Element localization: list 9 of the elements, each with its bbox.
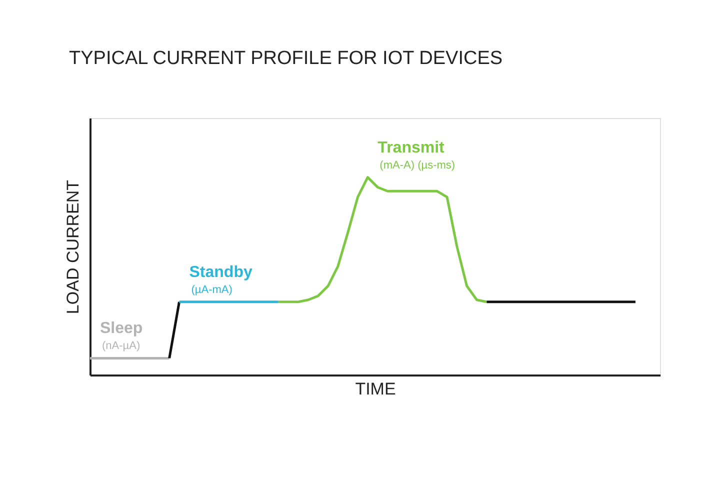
series-label: Standby (189, 264, 252, 281)
annotation: (µA-mA) (191, 284, 232, 296)
x-axis-title: TIME (355, 380, 396, 398)
text: (mA-A) (µs-ms) (380, 159, 456, 172)
annotation: (nA-µA) (102, 340, 140, 352)
series-label: Sleep (100, 320, 143, 338)
y-axis-title: LOAD CURRENT (64, 180, 82, 314)
series-label: Transmit (378, 139, 446, 156)
chart-title: TYPICAL CURRENT PROFILE FOR IOT DEVICES (69, 48, 503, 69)
